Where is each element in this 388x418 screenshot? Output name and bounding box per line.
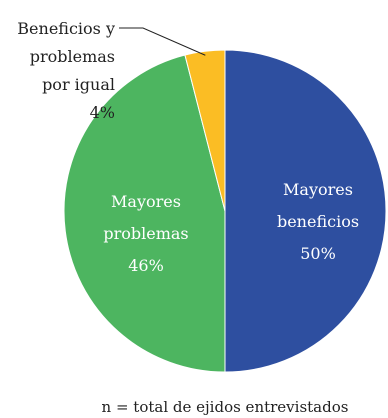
slice-mayores-beneficios [224,49,387,373]
label-line: problemas [103,224,188,243]
label-line: 46% [128,256,164,275]
footnote: n = total de ejidos entrevistados [102,398,349,416]
slice-mayores-problemas-label: Mayores problemas 46% [103,192,188,275]
pie-slices [63,49,387,373]
label-line: por igual [42,75,115,94]
slice-mayores-problemas [63,54,226,373]
label-line: Beneficios y [17,19,115,38]
label-line: 4% [90,103,115,122]
slice-mayores-beneficios-label: Mayores beneficios 50% [277,180,359,263]
leader-line [119,27,206,56]
label-line: Mayores [111,192,181,211]
slice-labels: Mayores beneficios 50% Mayores problemas 46% B… [17,19,359,275]
label-line: 50% [300,244,336,263]
label-line: beneficios [277,212,359,231]
label-line: Mayores [283,180,353,199]
slice-beneficios-y-problemas-label: Beneficios y problemas por igual 4% [17,19,115,122]
slice-beneficios-y-problemas [184,49,226,212]
label-line: problemas [30,47,115,66]
